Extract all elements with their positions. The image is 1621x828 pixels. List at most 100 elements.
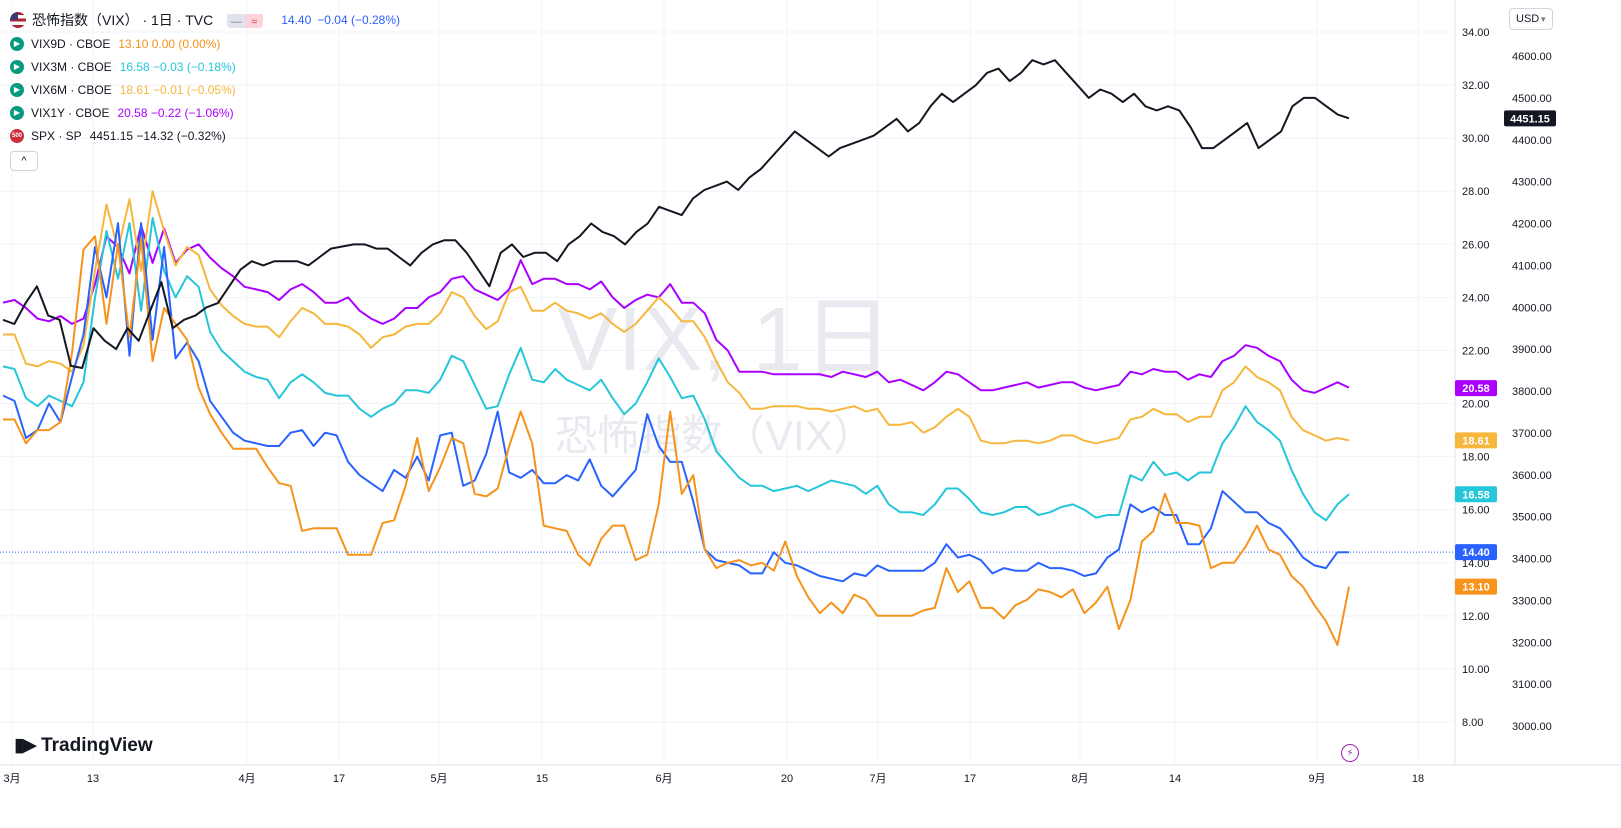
currency-label: USD xyxy=(1516,13,1540,25)
right-axis-tick: 4400.00 xyxy=(1512,135,1552,147)
series-line-vix6m xyxy=(3,190,1350,445)
right-axis-tick: 4300.00 xyxy=(1512,177,1552,189)
right-axis-tick: 3600.00 xyxy=(1512,470,1552,482)
legend-value: 4451.15 −14.32 (−0.32%) xyxy=(89,128,226,143)
right-axis-tick: 4000.00 xyxy=(1512,302,1552,314)
series-line-vix1y xyxy=(2,224,1350,394)
price-label-bg xyxy=(1455,486,1497,503)
right-axis-tick: 4500.00 xyxy=(1512,93,1552,105)
x-axis-tick: 9月 xyxy=(1308,773,1325,785)
left-axis-tick: 32.00 xyxy=(1462,80,1490,92)
play-icon: ▶ xyxy=(10,59,24,74)
x-axis-tick: 3月 xyxy=(3,773,20,785)
play-icon: ▶ xyxy=(10,82,24,97)
play-icon: ▶ xyxy=(10,105,24,120)
price-label: 18.61 xyxy=(1462,435,1490,447)
legend-label: SPX · SP xyxy=(31,128,82,143)
symbol-title: 恐怖指数（VIX） · 1日 · TVC xyxy=(32,12,214,28)
right-axis-tick: 3700.00 xyxy=(1512,428,1552,440)
watermark-name: 恐怖指数（VIX） xyxy=(555,412,875,459)
series-line-vix3m xyxy=(2,216,1350,522)
x-axis-tick: 17 xyxy=(333,773,345,785)
x-axis-tick: 18 xyxy=(1412,773,1424,785)
legend-value: 13.10 0.00 (0.00%) xyxy=(118,36,221,51)
right-axis-tick: 4100.00 xyxy=(1512,260,1552,272)
left-axis-tick: 26.00 xyxy=(1462,239,1490,251)
line-toggle-icon[interactable]: — xyxy=(227,14,246,28)
right-axis-tick: 3900.00 xyxy=(1512,344,1552,356)
price-label: 16.58 xyxy=(1462,489,1490,501)
x-axis-tick: 4月 xyxy=(238,773,255,785)
right-axis-tick: 3800.00 xyxy=(1512,386,1552,398)
lightning-icon[interactable]: ⚡ xyxy=(1341,744,1359,762)
legend-item[interactable]: ▶ VIX6M · CBOE 18.61 −0.01 (−0.05%) xyxy=(10,78,400,101)
x-axis-tick: 8月 xyxy=(1071,773,1088,785)
price-label-bg xyxy=(1455,380,1497,397)
x-axis-tick: 5月 xyxy=(430,773,447,785)
price-label-bg xyxy=(1455,432,1497,449)
header-change: −0.04 (−0.28%) xyxy=(317,13,400,27)
left-axis-tick: 34.00 xyxy=(1462,27,1490,39)
legend-value: 16.58 −0.03 (−0.18%) xyxy=(119,59,236,74)
right-axis-tick: 4200.00 xyxy=(1512,219,1552,231)
price-label: 14.40 xyxy=(1462,547,1490,559)
legend-label: VIX3M · CBOE xyxy=(31,59,112,74)
chart-legend: 恐怖指数（VIX） · 1日 · TVC — ≈ 14.40 −0.04 (−0.… xyxy=(10,8,400,171)
tradingview-logo[interactable]: ▮▶ TradingView xyxy=(14,734,153,757)
us-flag-icon xyxy=(10,12,26,28)
price-label-bg xyxy=(1504,110,1556,127)
price-label-bg xyxy=(1455,544,1497,561)
price-label: 4451.15 xyxy=(1510,113,1550,125)
x-axis-tick: 17 xyxy=(964,773,976,785)
right-axis-tick: 3100.00 xyxy=(1512,679,1552,691)
play-icon: ▶ xyxy=(10,36,24,51)
legend-value: 20.58 −0.22 (−1.06%) xyxy=(117,105,234,120)
sp500-icon: 500 xyxy=(10,128,24,143)
x-axis-tick: 14 xyxy=(1169,773,1181,785)
left-axis-tick: 18.00 xyxy=(1462,452,1490,464)
legend-item[interactable]: 500 SPX · SP 4451.15 −14.32 (−0.32%) xyxy=(10,124,400,147)
legend-item[interactable]: ▶ VIX9D · CBOE 13.10 0.00 (0.00%) xyxy=(10,32,400,55)
x-axis-tick: 20 xyxy=(781,773,793,785)
x-axis-tick: 15 xyxy=(536,773,548,785)
watermark-symbol: VIX, 1日 xyxy=(557,290,892,390)
left-axis-tick: 12.00 xyxy=(1462,611,1490,623)
price-label: 20.58 xyxy=(1462,383,1490,395)
series-line-vix9d xyxy=(3,235,1350,646)
legend-item[interactable]: ▶ VIX1Y · CBOE 20.58 −0.22 (−1.06%) xyxy=(10,101,400,124)
x-axis-tick: 6月 xyxy=(655,773,672,785)
currency-selector[interactable]: USD ▼ xyxy=(1509,8,1553,30)
legend-label: VIX6M · CBOE xyxy=(31,82,112,97)
left-axis-tick: 28.00 xyxy=(1462,186,1490,198)
x-axis-tick: 7月 xyxy=(869,773,886,785)
wave-toggle-icon[interactable]: ≈ xyxy=(245,14,264,28)
left-axis-tick: 8.00 xyxy=(1462,717,1483,729)
compare-toggle[interactable]: — ≈ xyxy=(227,12,264,28)
legend-label: VIX1Y · CBOE xyxy=(31,105,110,120)
right-axis-tick: 4600.00 xyxy=(1512,51,1552,63)
right-axis-tick: 3200.00 xyxy=(1512,637,1552,649)
left-axis-tick: 10.00 xyxy=(1462,664,1490,676)
right-axis-tick: 3000.00 xyxy=(1512,721,1552,733)
left-axis-tick: 16.00 xyxy=(1462,505,1490,517)
symbol-header[interactable]: 恐怖指数（VIX） · 1日 · TVC — ≈ 14.40 −0.04 (−0.… xyxy=(10,8,400,32)
tv-logo-icon: ▮▶ xyxy=(14,735,37,756)
header-price: 14.40 xyxy=(281,13,312,27)
legend-value: 18.61 −0.01 (−0.05%) xyxy=(119,82,236,97)
chevron-down-icon: ▼ xyxy=(1539,14,1548,24)
price-label-bg xyxy=(1455,578,1497,595)
price-label: 13.10 xyxy=(1462,582,1490,594)
left-axis-tick: 20.00 xyxy=(1462,399,1490,411)
legend-item[interactable]: ▶ VIX3M · CBOE 16.58 −0.03 (−0.18%) xyxy=(10,55,400,78)
left-axis-tick: 22.00 xyxy=(1462,345,1490,357)
series-line-vix xyxy=(2,222,1349,583)
left-axis-tick: 30.00 xyxy=(1462,133,1490,145)
collapse-legend-button[interactable]: ^ xyxy=(10,151,38,171)
brand-label: TradingView xyxy=(41,734,153,756)
right-axis-tick: 3300.00 xyxy=(1512,595,1552,607)
left-axis-tick: 14.00 xyxy=(1462,558,1490,570)
left-axis-tick: 24.00 xyxy=(1462,292,1490,304)
x-axis-tick: 13 xyxy=(87,773,99,785)
